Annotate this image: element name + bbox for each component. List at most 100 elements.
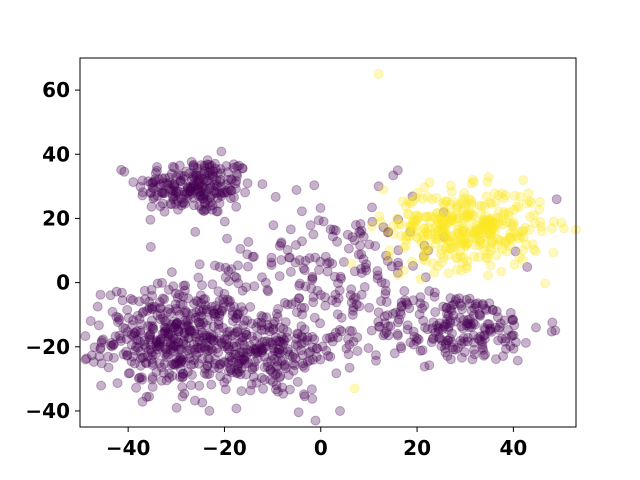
scatter-point-class-0 — [233, 366, 244, 377]
scatter-point-class-0 — [392, 328, 403, 339]
scatter-point-class-0 — [503, 324, 513, 335]
scatter-point-class-0 — [177, 391, 188, 402]
scatter-point-class-1 — [457, 257, 468, 268]
scatter-point-class-0 — [277, 355, 288, 366]
scatter-point-class-0 — [173, 326, 184, 337]
scatter-point-class-0 — [198, 294, 209, 305]
scatter-point-class-0 — [473, 333, 483, 344]
scatter-point-class-1 — [503, 207, 514, 218]
scatter-point-class-0 — [175, 364, 186, 374]
scatter-point-class-0 — [419, 361, 430, 372]
scatter-point-class-1 — [427, 194, 438, 205]
scatter-point-class-0 — [194, 335, 205, 346]
scatter-point-class-0 — [440, 347, 451, 358]
scatter-point-class-0 — [157, 328, 168, 339]
scatter-point-class-0 — [336, 273, 346, 284]
scatter-point-class-0 — [279, 361, 290, 372]
scatter-point-class-1 — [476, 228, 486, 239]
scatter-point-class-1 — [435, 248, 446, 259]
scatter-point-class-1 — [457, 218, 468, 228]
scatter-point-class-0 — [443, 335, 454, 346]
scatter-point-class-1 — [431, 192, 442, 203]
scatter-point-class-0 — [148, 193, 159, 204]
scatter-point-class-1 — [461, 227, 472, 238]
scatter-point-class-0 — [264, 322, 275, 333]
scatter-point-class-0 — [242, 249, 253, 260]
scatter-point-class-0 — [415, 298, 426, 309]
scatter-point-class-0 — [130, 345, 140, 356]
scatter-point-class-0 — [294, 293, 304, 304]
scatter-point-class-0 — [468, 310, 479, 321]
scatter-point-class-0 — [429, 291, 440, 302]
scatter-point-class-0 — [475, 310, 486, 321]
scatter-point-class-0 — [155, 303, 166, 314]
scatter-point-class-0 — [206, 344, 217, 355]
scatter-point-class-0 — [156, 375, 167, 386]
scatter-point-class-0 — [210, 358, 220, 369]
scatter-point-class-0 — [268, 323, 279, 334]
scatter-point-class-0 — [152, 162, 162, 172]
scatter-point-class-1 — [504, 232, 515, 243]
scatter-point-class-0 — [370, 350, 381, 361]
scatter-point-class-1 — [411, 215, 422, 226]
scatter-point-class-1 — [484, 197, 495, 208]
scatter-point-class-0 — [207, 305, 218, 316]
scatter-point-class-0 — [415, 345, 426, 356]
scatter-point-class-0 — [160, 322, 171, 333]
scatter-point-class-0 — [550, 325, 561, 336]
scatter-point-class-0 — [380, 278, 391, 289]
scatter-point-class-0 — [211, 179, 222, 189]
scatter-point-class-1 — [481, 191, 492, 202]
scatter-point-class-0 — [95, 342, 106, 353]
scatter-point-class-1 — [448, 242, 459, 253]
scatter-point-class-0 — [215, 168, 226, 179]
scatter-point-class-0 — [98, 334, 109, 345]
scatter-point-class-0 — [196, 338, 207, 349]
scatter-point-class-0 — [312, 285, 323, 296]
scatter-point-class-0 — [145, 321, 156, 332]
scatter-point-class-0 — [208, 335, 219, 346]
scatter-point-class-1 — [433, 217, 444, 228]
scatter-point-class-1 — [401, 231, 411, 242]
scatter-point-class-1 — [451, 213, 462, 224]
scatter-point-class-0 — [294, 255, 305, 265]
scatter-point-class-0 — [157, 187, 168, 198]
scatter-point-class-1 — [530, 218, 541, 229]
scatter-point-class-0 — [490, 322, 501, 333]
scatter-point-class-0 — [255, 343, 266, 354]
scatter-point-class-0 — [135, 181, 146, 192]
scatter-point-class-0 — [166, 360, 177, 370]
scatter-point-class-0 — [247, 362, 258, 373]
scatter-point-class-0 — [214, 363, 224, 373]
scatter-point-class-0 — [450, 316, 461, 327]
scatter-point-class-0 — [243, 236, 254, 247]
scatter-point-class-0 — [121, 346, 132, 357]
scatter-point-class-0 — [317, 341, 328, 352]
scatter-point-class-1 — [407, 219, 418, 230]
scatter-point-class-0 — [445, 333, 455, 344]
scatter-point-class-0 — [442, 351, 453, 361]
scatter-point-class-0 — [273, 347, 284, 358]
scatter-point-class-0 — [142, 351, 153, 362]
scatter-point-class-0 — [223, 266, 234, 277]
scatter-point-class-0 — [116, 287, 127, 298]
scatter-point-class-0 — [155, 179, 166, 190]
scatter-point-class-0 — [224, 345, 235, 355]
scatter-point-class-0 — [178, 197, 189, 208]
scatter-point-class-0 — [227, 310, 238, 321]
scatter-point-class-0 — [191, 307, 201, 318]
scatter-point-class-0 — [170, 319, 181, 330]
scatter-point-class-0 — [254, 340, 265, 351]
scatter-point-class-0 — [152, 344, 163, 355]
scatter-point-class-0 — [325, 351, 336, 362]
scatter-point-class-0 — [249, 356, 260, 367]
scatter-point-class-1 — [419, 182, 430, 193]
scatter-point-class-0 — [178, 368, 189, 379]
scatter-point-class-0 — [225, 174, 236, 185]
scatter-point-class-0 — [274, 240, 285, 251]
scatter-point-class-0 — [458, 333, 469, 343]
scatter-point-class-0 — [162, 336, 173, 347]
scatter-point-class-0 — [212, 181, 222, 192]
scatter-point-class-0 — [455, 312, 465, 323]
scatter-point-class-0 — [278, 338, 289, 349]
